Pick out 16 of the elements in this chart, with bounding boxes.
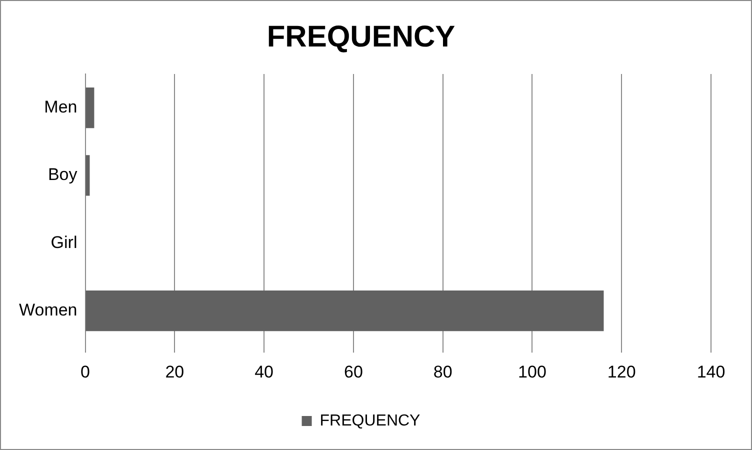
x-tick-label: 0 bbox=[80, 362, 90, 382]
bar bbox=[86, 290, 604, 332]
x-tick-label: 60 bbox=[344, 362, 363, 382]
legend-label: FREQUENCY bbox=[320, 412, 421, 430]
y-tick-label: Men bbox=[44, 98, 78, 117]
y-tick-label: Boy bbox=[48, 165, 78, 184]
bar bbox=[86, 88, 94, 128]
x-tick-label: 80 bbox=[433, 362, 452, 382]
chart-title: FREQUENCY bbox=[266, 20, 456, 54]
x-tick-label: 120 bbox=[607, 362, 636, 382]
y-tick-label: Women bbox=[19, 300, 78, 320]
x-tick-label: 140 bbox=[696, 362, 726, 382]
x-tick-label: 20 bbox=[165, 362, 184, 382]
x-tick-label: 40 bbox=[254, 362, 274, 382]
y-tick-label: Girl bbox=[50, 232, 78, 252]
x-tick-label: 100 bbox=[518, 362, 546, 382]
